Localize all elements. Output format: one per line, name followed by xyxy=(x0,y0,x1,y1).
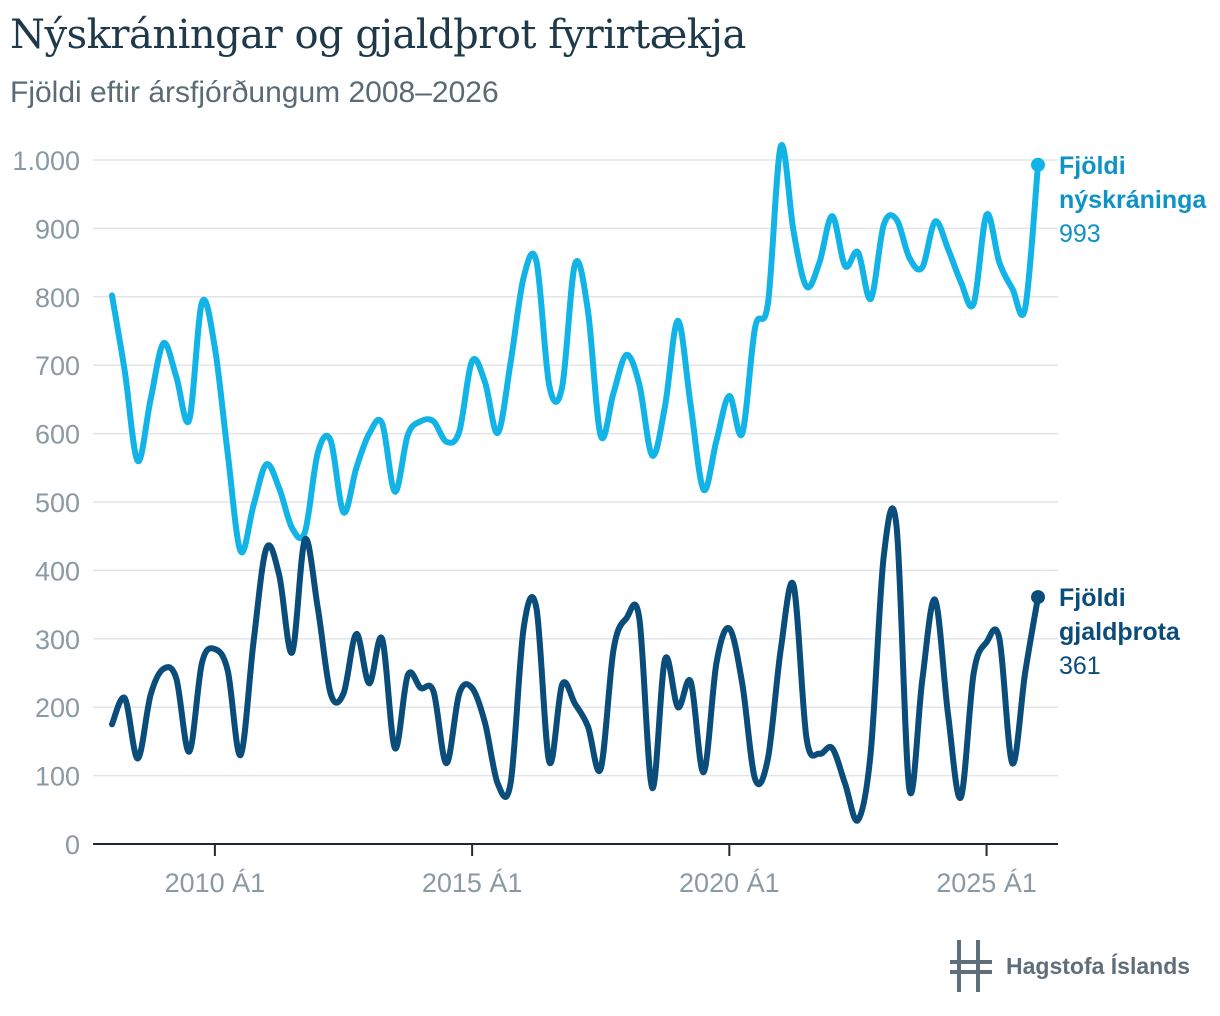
y-tick-label: 1.000 xyxy=(12,146,80,176)
y-tick-label: 900 xyxy=(35,214,80,244)
series-end-point-2 xyxy=(1031,590,1045,605)
series-line-2 xyxy=(109,505,1041,824)
end-labels: Fjöldi nýskráninga 993 Fjöldi gjaldþrota 361 xyxy=(1059,152,1207,680)
y-tick-label: 600 xyxy=(35,420,80,450)
x-tick-label: 2010 Á1 xyxy=(165,868,266,898)
y-tick-label: 300 xyxy=(35,625,80,655)
y-tick-label: 100 xyxy=(35,762,80,792)
y-tick-label: 700 xyxy=(35,351,80,381)
hagstofa-logo-text: Hagstofa Íslands xyxy=(1006,952,1191,979)
y-tick-label: 0 xyxy=(65,830,80,860)
chart-title: Nýskráningar og gjaldþrot fyrirtækja xyxy=(10,12,746,58)
series-lines xyxy=(109,142,1045,824)
y-tick-label: 500 xyxy=(35,488,80,518)
y-tick-label: 200 xyxy=(35,693,80,723)
series-last-value-1: 993 xyxy=(1059,220,1101,248)
x-tick-label: 2020 Á1 xyxy=(679,868,780,898)
series-label-2: gjaldþrota xyxy=(1059,618,1181,646)
series-label-2: Fjöldi xyxy=(1059,584,1126,612)
y-tick-label: 800 xyxy=(35,283,80,313)
x-axis-ticks: 2010 Á1 2015 Á1 2020 Á1 2025 Á1 xyxy=(165,844,1037,898)
x-tick-label: 2015 Á1 xyxy=(422,868,523,898)
series-last-value-2: 361 xyxy=(1059,652,1101,680)
series-line-1 xyxy=(109,142,1041,556)
chart-subtitle: Fjöldi eftir ársfjórðungum 2008–2026 xyxy=(10,76,499,109)
series-end-point-1 xyxy=(1031,157,1045,172)
hagstofa-logo-icon xyxy=(950,940,992,992)
series-label-1: Fjöldi xyxy=(1059,152,1126,180)
y-tick-label: 400 xyxy=(35,556,80,586)
hagstofa-logo[interactable]: Hagstofa Íslands xyxy=(950,940,1190,992)
series-label-1: nýskráninga xyxy=(1059,186,1207,214)
x-tick-label: 2025 Á1 xyxy=(936,868,1037,898)
y-axis-ticks: 0 100 200 300 400 500 600 700 800 900 1.000 xyxy=(12,146,80,860)
